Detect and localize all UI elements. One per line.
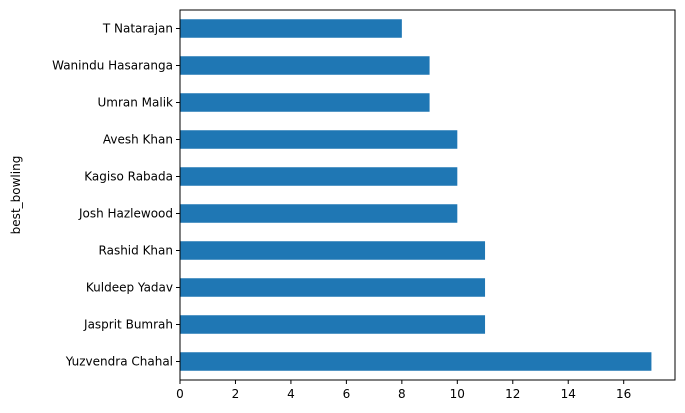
bars-group (180, 19, 652, 371)
y-axis-label: best_bowling (9, 156, 23, 235)
bar-t-natarajan (180, 19, 402, 38)
x-tick-label: 8 (398, 387, 406, 401)
y-tick-label: T Natarajan (102, 22, 173, 36)
y-tick-label: Avesh Khan (103, 133, 173, 147)
bar-umran-malik (180, 93, 430, 112)
x-tick-label: 4 (287, 387, 295, 401)
y-tick-label: Kagiso Rabada (84, 170, 173, 184)
bar-avesh-khan (180, 130, 458, 149)
bar-josh-hazlewood (180, 204, 458, 223)
y-tick-label: Kuldeep Yadav (86, 281, 173, 295)
bar-kagiso-rabada (180, 167, 458, 186)
plot-frame (179, 9, 676, 381)
bar-yuzvendra-chahal (180, 352, 652, 371)
y-tick-label: Umran Malik (97, 96, 173, 110)
y-axis-ticks: Yuzvendra Chahal Jasprit Bumrah Kuldeep Ya… (52, 22, 180, 369)
bar-rashid-khan (180, 241, 486, 260)
y-tick-label: Wanindu Hasaranga (52, 59, 173, 73)
bar-jasprit-bumrah (180, 315, 486, 334)
x-tick-label: 2 (232, 387, 240, 401)
y-tick-label: Jasprit Bumrah (83, 318, 173, 332)
y-tick-label: Yuzvendra Chahal (65, 355, 173, 369)
bar-wanindu-hasaranga (180, 56, 430, 75)
x-tick-label: 12 (505, 387, 520, 401)
x-axis-ticks: 0 2 4 6 8 10 12 14 16 (176, 380, 631, 401)
x-tick-label: 16 (616, 387, 631, 401)
x-tick-label: 10 (450, 387, 465, 401)
bar-kuldeep-yadav (180, 278, 486, 297)
x-tick-label: 6 (343, 387, 351, 401)
x-tick-label: 14 (561, 387, 576, 401)
y-tick-label: Josh Hazlewood (78, 207, 173, 221)
y-tick-label: Rashid Khan (99, 244, 173, 258)
x-tick-label: 0 (176, 387, 184, 401)
